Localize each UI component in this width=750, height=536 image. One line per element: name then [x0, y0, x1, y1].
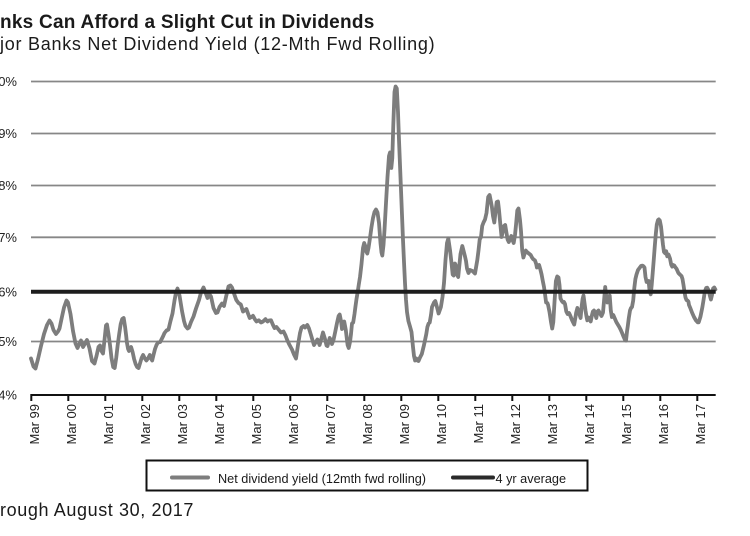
svg-text:Mar 10: Mar 10 — [434, 404, 449, 444]
svg-text:Mar 00: Mar 00 — [64, 404, 79, 444]
svg-text:8%: 8% — [0, 178, 17, 193]
svg-text:Mar 02: Mar 02 — [138, 404, 153, 444]
svg-text:Mar 15: Mar 15 — [619, 404, 634, 444]
svg-text:Mar 03: Mar 03 — [175, 404, 190, 444]
svg-text:5%: 5% — [0, 334, 17, 349]
svg-text:Mar 16: Mar 16 — [656, 404, 671, 444]
svg-text:4 yr average: 4 yr average — [496, 472, 567, 486]
svg-text:Mar 04: Mar 04 — [212, 404, 227, 444]
svg-text:Mar 05: Mar 05 — [249, 404, 264, 444]
svg-text:Mar 11: Mar 11 — [471, 404, 486, 444]
svg-text:Mar 17: Mar 17 — [693, 404, 708, 444]
svg-text:Mar 13: Mar 13 — [545, 404, 560, 444]
svg-text:Mar 07: Mar 07 — [323, 404, 338, 444]
svg-text:4%: 4% — [0, 387, 17, 402]
svg-text:10%: 10% — [0, 74, 17, 89]
svg-text:Mar 06: Mar 06 — [286, 404, 301, 444]
svg-text:Mar 12: Mar 12 — [508, 404, 523, 444]
svg-text:Mar 01: Mar 01 — [101, 404, 116, 444]
svg-text:7%: 7% — [0, 230, 17, 245]
svg-text:Mar 08: Mar 08 — [360, 404, 375, 444]
svg-text:9%: 9% — [0, 126, 17, 141]
svg-text:6%: 6% — [0, 284, 17, 299]
svg-text:Mar 09: Mar 09 — [397, 404, 412, 444]
svg-text:Mar 99: Mar 99 — [27, 404, 42, 444]
svg-text:Net dividend yield (12mth fwd: Net dividend yield (12mth fwd rolling) — [218, 472, 426, 486]
svg-text:Mar 14: Mar 14 — [582, 404, 597, 444]
